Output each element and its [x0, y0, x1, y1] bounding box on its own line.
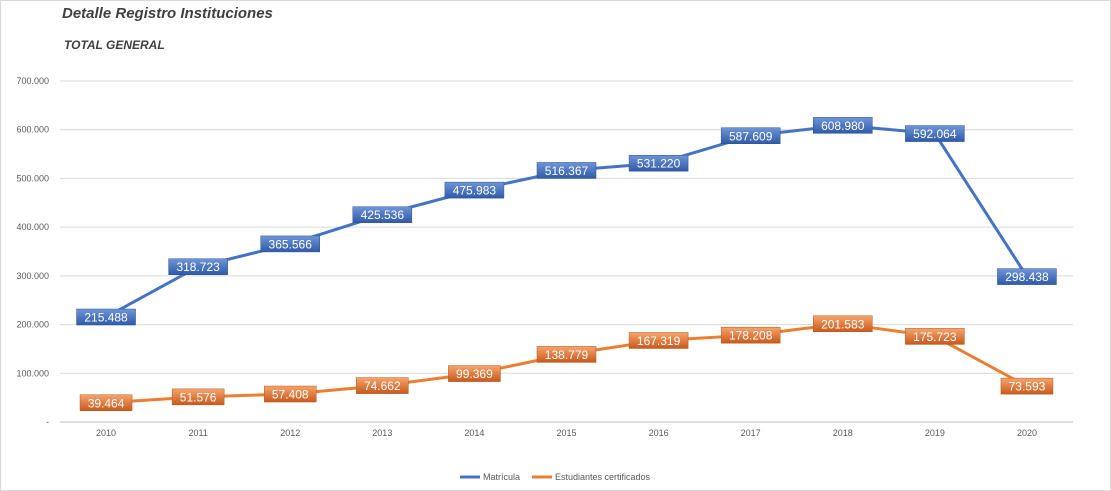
data-label-text: 57.408	[272, 388, 309, 402]
data-label-text: 138.779	[545, 348, 589, 362]
data-label-text: 74.662	[364, 379, 401, 393]
data-label: 167.319	[628, 332, 689, 349]
data-label: 516.367	[536, 162, 597, 179]
data-label-box	[79, 394, 133, 412]
legend-item: Estudiantes certificados	[532, 472, 651, 482]
x-tick-label: 2013	[372, 428, 392, 438]
data-label-box	[720, 326, 781, 344]
data-label: 425.536	[352, 206, 413, 223]
data-label-box	[352, 206, 413, 223]
data-label: 73.593	[1000, 377, 1054, 395]
data-label: 175.723	[905, 328, 965, 345]
data-label-box	[813, 315, 873, 333]
data-label: 99.369	[448, 365, 501, 382]
data-label-box	[168, 258, 228, 275]
x-tick-label: 2020	[1017, 428, 1037, 438]
y-tick-label: 300.000	[16, 271, 49, 281]
data-label-box	[628, 154, 689, 172]
data-label: 592.064	[905, 125, 965, 142]
data-label-text: 99.369	[456, 367, 493, 381]
data-label-box	[905, 125, 965, 142]
x-tick-label: 2010	[96, 428, 116, 438]
series-line-estudiantes-certificados	[104, 322, 1029, 405]
legend-label: Matrícula	[483, 472, 520, 482]
legend: Matrícula Estudiantes certificados	[460, 472, 651, 482]
data-label: 318.723	[168, 258, 228, 275]
x-tick-label: 2012	[280, 428, 300, 438]
y-tick-label: 700.000	[16, 76, 49, 86]
data-label-box	[536, 346, 597, 363]
data-label-text: 425.536	[361, 208, 405, 222]
data-label-text: 51.576	[180, 390, 217, 404]
data-label-text: 365.566	[269, 237, 313, 251]
data-label-box	[260, 235, 320, 253]
data-labels: 215.488 318.723 365.566 425.536 475.983 516.3…	[76, 117, 1057, 412]
data-label-text: 475.983	[453, 184, 497, 198]
data-label-box	[444, 181, 505, 199]
legend-item: Matrícula	[460, 472, 520, 482]
data-label-text: 175.723	[913, 330, 957, 344]
data-label-box	[448, 365, 501, 382]
data-label-text: 167.319	[637, 334, 681, 348]
legend-label: Estudiantes certificados	[555, 472, 651, 482]
data-label-box	[263, 385, 317, 403]
data-label: 587.609	[720, 127, 781, 145]
data-label: 215.488	[76, 308, 136, 326]
data-label-box	[171, 388, 225, 406]
data-label: 365.566	[260, 235, 320, 253]
data-label-text: 587.609	[729, 129, 773, 143]
data-label: 531.220	[628, 154, 689, 172]
data-label: 51.576	[171, 388, 225, 406]
data-label-box	[356, 377, 409, 394]
series-line-matricula	[104, 123, 1029, 319]
data-label: 608.980	[813, 117, 873, 134]
data-label-text: 201.583	[821, 317, 865, 331]
chart-subtitle: TOTAL GENERAL	[64, 38, 165, 52]
x-tick-label: 2016	[649, 428, 669, 438]
data-label-text: 531.220	[637, 157, 681, 171]
data-label-text: 318.723	[176, 260, 220, 274]
x-tick-label: 2018	[833, 428, 853, 438]
data-label-text: 178.208	[729, 329, 773, 343]
data-label: 178.208	[720, 326, 781, 344]
data-label-box	[1000, 377, 1054, 395]
data-label-text: 592.064	[913, 127, 957, 141]
y-tick-label: 400.000	[16, 222, 49, 232]
data-label: 74.662	[356, 377, 409, 394]
data-label-box	[76, 308, 136, 326]
data-label-box	[813, 117, 873, 134]
x-tick-label: 2017	[741, 428, 761, 438]
data-label-box	[905, 328, 965, 345]
data-label-text: 516.367	[545, 164, 589, 178]
data-label: 201.583	[813, 315, 873, 333]
data-label-box	[997, 268, 1057, 285]
data-label-text: 298.438	[1005, 270, 1049, 284]
y-tick-label: 600.000	[16, 125, 49, 135]
data-label-box	[536, 162, 597, 179]
y-tick-label: 500.000	[16, 173, 49, 183]
y-tick-label: -	[46, 417, 49, 427]
y-tick-label: 100.000	[16, 368, 49, 378]
data-label-text: 608.980	[821, 119, 865, 133]
data-label-box	[628, 332, 689, 349]
x-tick-label: 2011	[188, 428, 207, 438]
x-tick-label: 2019	[925, 428, 945, 438]
data-label-box	[720, 127, 781, 145]
x-tick-label: 2014	[464, 428, 484, 438]
data-label-text: 73.593	[1009, 380, 1046, 394]
data-label-text: 39.464	[88, 396, 125, 410]
x-tick-label: 2015	[556, 428, 576, 438]
data-label-text: 215.488	[84, 311, 128, 325]
y-tick-label: 200.000	[16, 320, 49, 330]
data-label: 475.983	[444, 181, 505, 199]
data-label: 39.464	[79, 394, 133, 412]
chart-title: Detalle Registro Instituciones	[62, 5, 273, 22]
axes: - 100.000 200.000 300.000 400.000 500.000 600.…	[16, 76, 1037, 438]
data-label: 298.438	[997, 268, 1057, 285]
data-label: 57.408	[263, 385, 317, 403]
data-label: 138.779	[536, 346, 597, 363]
